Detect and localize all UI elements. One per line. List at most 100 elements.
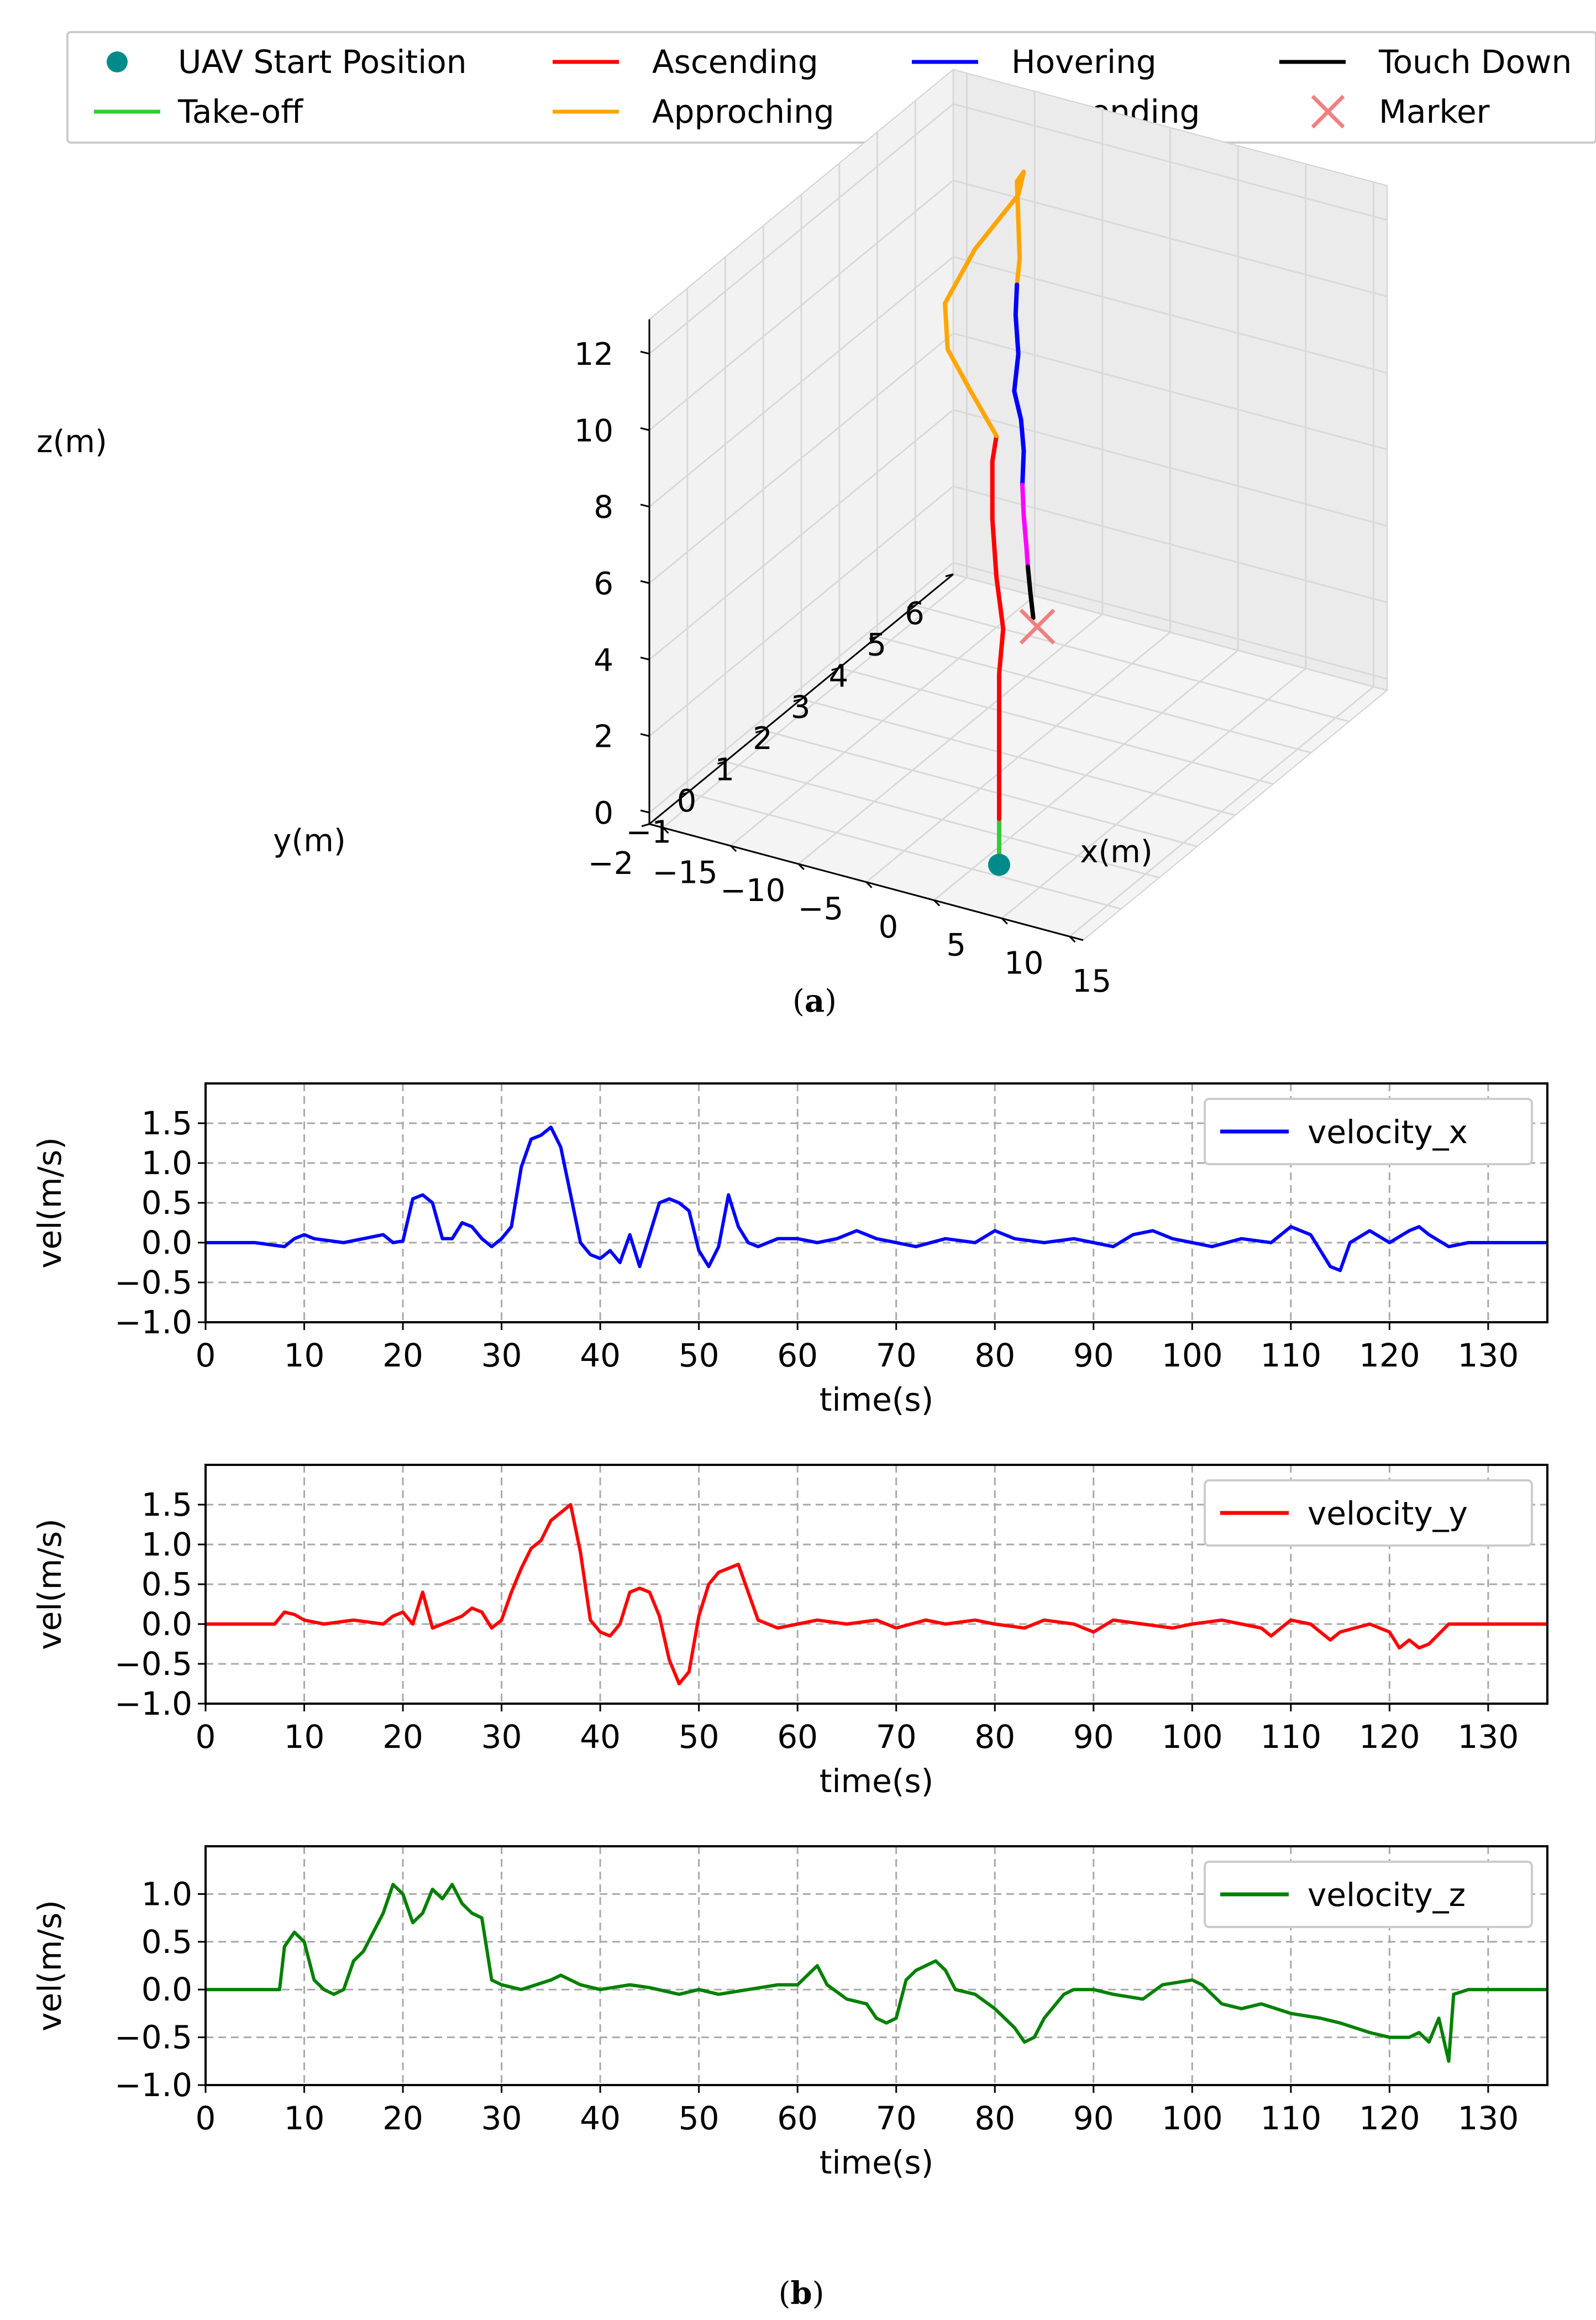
x-tick-label: 10 xyxy=(284,1337,325,1374)
velocity-x-chart: 0 10 20 30 40 50 60 70 80 90 100 110 120 130−1.0−0.50… xyxy=(31,1082,1548,1418)
plot-frame xyxy=(204,1845,1548,2086)
legend-label: velocity_z xyxy=(1308,1876,1466,1914)
y-tick-label: 0.0 xyxy=(141,1224,192,1261)
y-tick-label: 3 xyxy=(791,689,811,725)
start-position-marker xyxy=(988,853,1010,876)
x-tick xyxy=(1069,936,1076,943)
x-tick-label: 60 xyxy=(777,1337,818,1374)
y-axis-label: vel(m/s) xyxy=(31,1518,69,1650)
x-tick-label: 90 xyxy=(1073,1337,1114,1374)
x-tick-label: 110 xyxy=(1260,2099,1321,2137)
legend-item-approching: Approching xyxy=(553,93,834,130)
x-tick-label: 120 xyxy=(1359,1337,1420,1374)
z-tick xyxy=(640,427,650,431)
x-tick-label: 10 xyxy=(284,1718,325,1756)
grid-line xyxy=(953,485,1388,604)
legend-label: Approching xyxy=(652,93,834,130)
y-tick-label: 1.0 xyxy=(141,1875,192,1913)
x-tick-label: 40 xyxy=(580,2099,621,2137)
series-line-velocity-z xyxy=(206,1883,1547,2063)
x-tick-label: 10 xyxy=(284,2099,325,2137)
trajectory-touch-down xyxy=(1025,564,1036,620)
grid-3d xyxy=(648,69,1388,941)
x-tick-label: −15 xyxy=(652,855,717,891)
x-tick-label: 120 xyxy=(1359,2099,1420,2137)
x-tick-label: 60 xyxy=(777,2099,818,2137)
z-axis-label: z(m) xyxy=(36,424,107,460)
legend-label: Ascending xyxy=(652,43,818,81)
z-tick-label: 12 xyxy=(574,337,613,373)
x-tick-label: 70 xyxy=(876,1718,917,1756)
z-tick-label: 10 xyxy=(574,413,613,449)
y-tick-label: 0.5 xyxy=(141,1565,192,1603)
x-tick-label: 30 xyxy=(481,1337,522,1374)
x-tick-label: 80 xyxy=(974,1337,1015,1374)
x-tick-label: 100 xyxy=(1162,1718,1223,1756)
z-tick xyxy=(640,656,650,661)
y-tick xyxy=(907,604,916,609)
velocity-y-chart: 0 10 20 30 40 50 60 70 80 90 100 110 120 130−1.0−0.50… xyxy=(31,1464,1548,1800)
grid-line xyxy=(763,729,1198,847)
y-tick-label: 4 xyxy=(829,658,849,694)
x-tick-label: 130 xyxy=(1458,1337,1519,1374)
z-tick xyxy=(640,504,650,508)
x-tick-label: 0 xyxy=(879,909,899,945)
y-tick-label: −1.0 xyxy=(114,1685,192,1722)
x-tick-label: 0 xyxy=(196,1337,216,1374)
x-tick-label: −5 xyxy=(798,891,844,927)
y-tick-label: 1 xyxy=(715,752,734,788)
legend-box xyxy=(1204,1098,1533,1165)
grid-line xyxy=(953,562,1388,680)
landing-marker xyxy=(1019,609,1056,645)
grid-line xyxy=(649,409,954,661)
x-tick-label: 40 xyxy=(580,1337,621,1374)
series-legend: velocity_x xyxy=(1204,1098,1533,1165)
grid-line xyxy=(687,792,1122,910)
y-tick xyxy=(679,792,688,796)
y-tick-label: −1.0 xyxy=(114,2066,192,2104)
x-tick-label: 90 xyxy=(1073,2099,1114,2137)
y-tick-label: −0.5 xyxy=(114,1645,192,1683)
y-tick-label: −0.5 xyxy=(114,2019,192,2056)
grid-line xyxy=(953,179,1388,297)
series-legend: velocity_y xyxy=(1204,1479,1533,1547)
legend-label: UAV Start Position xyxy=(178,43,466,81)
trajectory-descending xyxy=(1020,483,1030,569)
x-tick-label: 30 xyxy=(481,2099,522,2137)
legend-label: velocity_x xyxy=(1308,1113,1468,1151)
x-tick xyxy=(662,827,669,834)
grid-line xyxy=(801,698,1236,816)
y-tick-label: 1.0 xyxy=(141,1144,192,1182)
y-tick-label: 1.5 xyxy=(141,1104,192,1142)
x-tick-label: 60 xyxy=(777,1718,818,1756)
x-tick-label: 120 xyxy=(1359,1718,1420,1756)
y-axis-label: y(m) xyxy=(273,823,345,859)
y-tick-label: 0.0 xyxy=(141,1971,192,2008)
chart-legend: UAV Start Position Take-off Ascending Appro… xyxy=(66,31,1596,144)
x-tick-label: 130 xyxy=(1458,1718,1519,1756)
z-tick xyxy=(640,350,650,355)
z-tick-label: 2 xyxy=(594,719,613,755)
y-tick xyxy=(717,761,726,765)
x-tick-label: −10 xyxy=(720,873,785,909)
legend-item-uav-start-position: UAV Start Position xyxy=(107,43,466,81)
x-axis-label: time(s) xyxy=(820,2144,934,2181)
x-tick xyxy=(730,845,737,852)
x-tick xyxy=(933,899,941,907)
grid-line xyxy=(953,409,1388,527)
x-tick-label: 80 xyxy=(974,1718,1015,1756)
x-tick xyxy=(797,863,805,870)
legend-item-hovering: Hovering xyxy=(912,43,1157,81)
grid-line xyxy=(953,103,1388,221)
x-tick-label: 40 xyxy=(580,1718,621,1756)
grid-line xyxy=(953,256,1388,374)
y-tick xyxy=(641,823,650,828)
legend-marker xyxy=(1311,95,1345,129)
legend-label: Touch Down xyxy=(1378,43,1572,81)
y-tick-label: −2 xyxy=(588,846,634,882)
z-tick xyxy=(640,580,650,584)
plot-frame xyxy=(204,1082,1548,1323)
trajectory-approching xyxy=(943,169,1026,438)
